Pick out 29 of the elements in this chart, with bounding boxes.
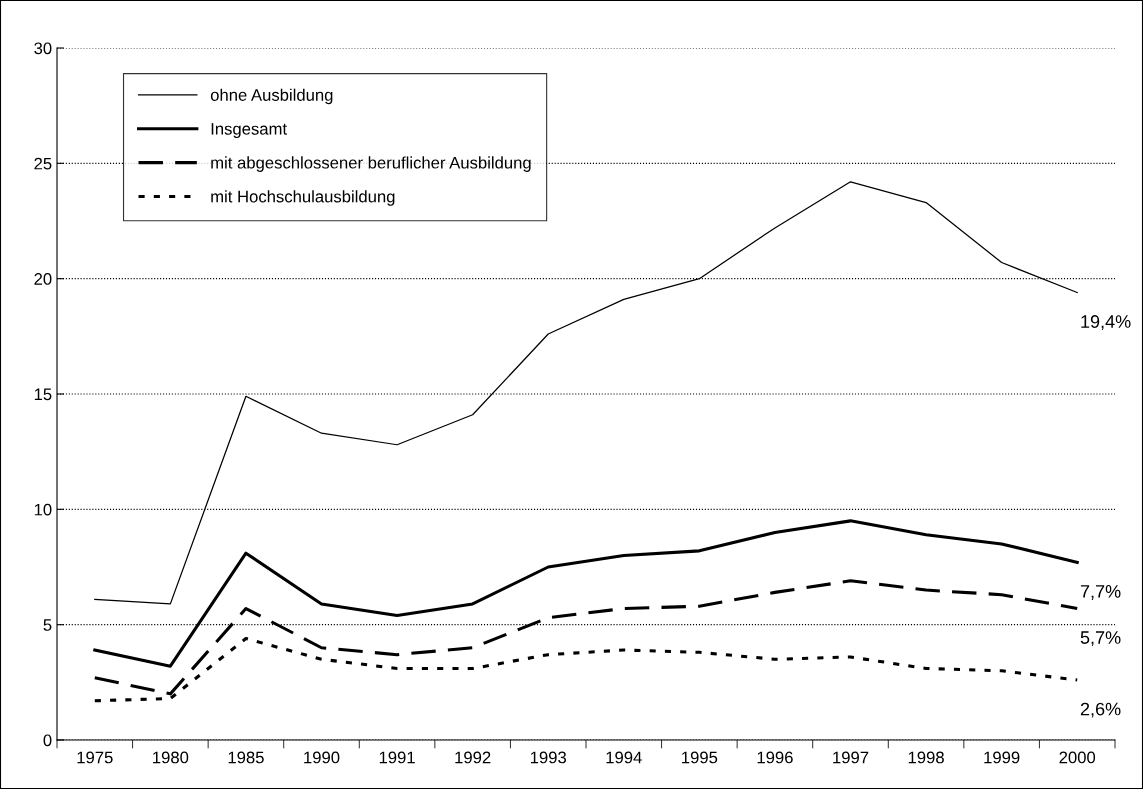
x-tick-label: 1992	[455, 751, 491, 764]
y-tick-label: 0	[43, 734, 52, 747]
x-tick-label: 1996	[757, 751, 793, 764]
x-tick-label: 1997	[833, 751, 869, 764]
x-tick-label: 2000	[1059, 751, 1096, 764]
x-tick-label: 1994	[606, 751, 642, 764]
legend-label: ohne Ausbildung	[210, 88, 333, 105]
x-tick-label: 1991	[379, 751, 415, 764]
x-tick-label: 1990	[304, 751, 340, 764]
annotation: 5,7%	[1080, 631, 1121, 647]
x-tick-label: 1998	[908, 751, 944, 764]
x-tick-label: 1975	[77, 751, 113, 764]
y-tick-label: 25	[34, 157, 52, 170]
annotation: 19,4%	[1081, 315, 1131, 331]
x-tick-label: 1980	[153, 751, 189, 764]
y-tick-label: 10	[34, 503, 52, 516]
y-tick-label: 5	[43, 619, 52, 631]
y-tick-label: 15	[34, 388, 52, 401]
y-tick-label: 30	[34, 42, 52, 55]
annotation: 2,6%	[1080, 702, 1121, 718]
legend-label: mit Hochschulausbildung	[211, 190, 395, 206]
legend-label: Insgesamt	[211, 123, 287, 139]
x-tick-label: 1995	[682, 751, 718, 764]
y-tick-label: 20	[34, 273, 52, 285]
legend-label: mit abgeschlossener beruflicher Ausbildung	[211, 156, 531, 172]
x-tick-label: 1985	[228, 751, 264, 764]
annotation: 7,7%	[1080, 585, 1121, 600]
x-tick-label: 1999	[984, 751, 1020, 764]
x-tick-label: 1993	[530, 751, 567, 764]
